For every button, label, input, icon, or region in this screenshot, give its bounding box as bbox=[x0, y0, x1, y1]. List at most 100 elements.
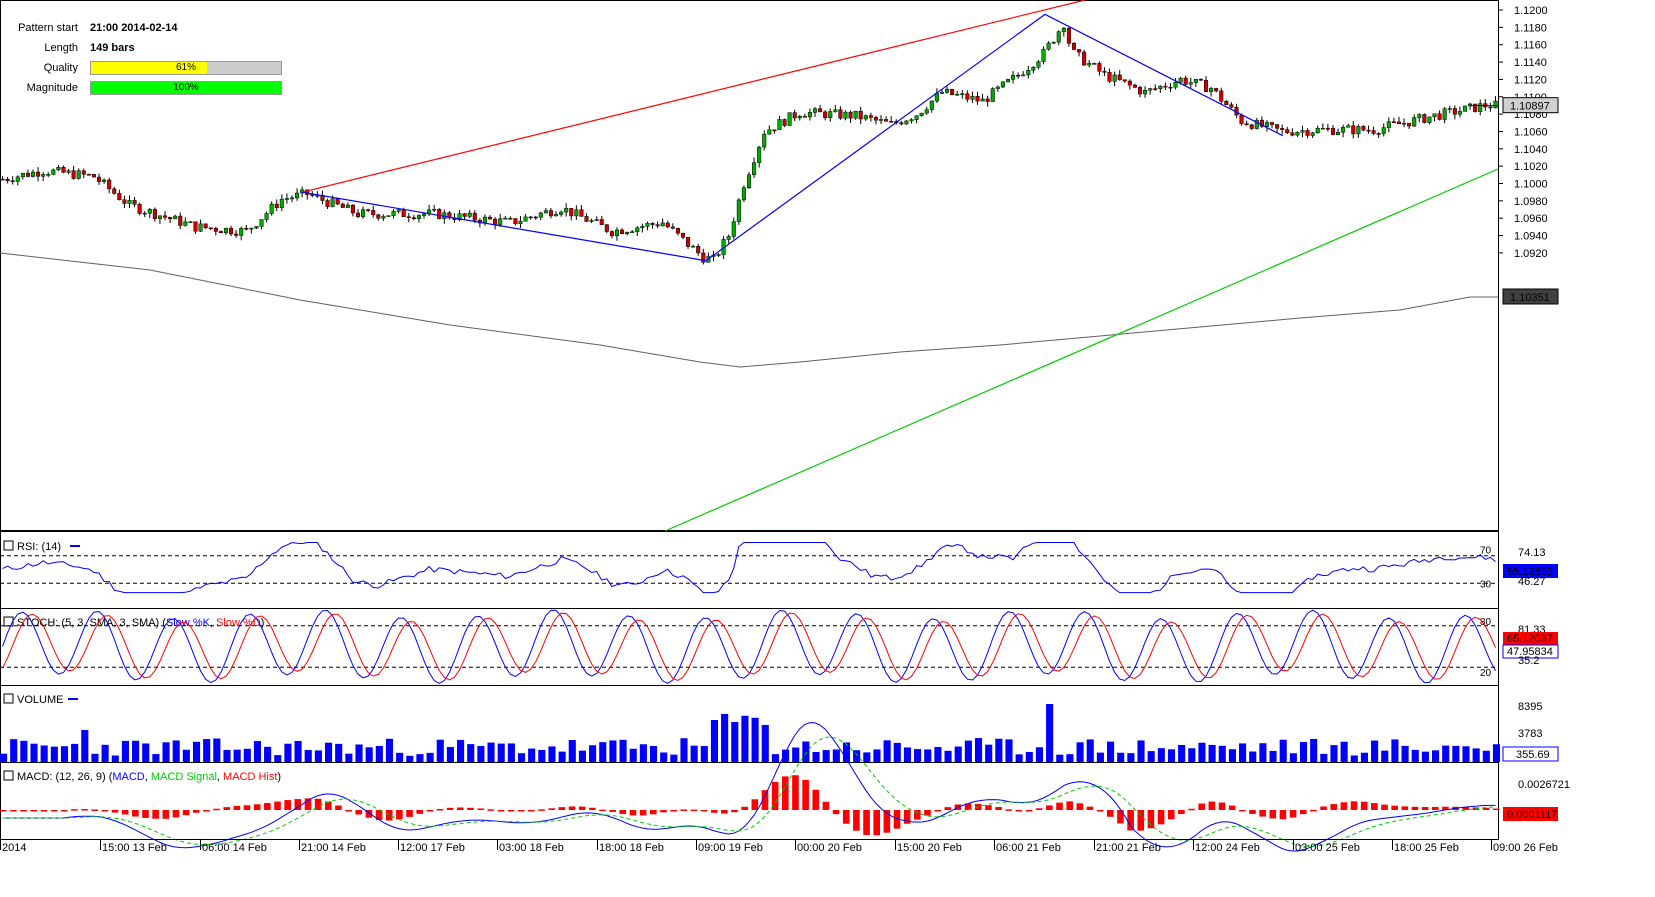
stoch-level-20-label: 20 bbox=[1480, 668, 1492, 679]
candle bbox=[792, 112, 797, 119]
rsi-value-high: 74.13 bbox=[1518, 547, 1546, 559]
magnitude-label: Magnitude bbox=[26, 82, 78, 94]
candle bbox=[868, 115, 873, 118]
macd-hist-bar bbox=[396, 810, 403, 820]
macd-hist-bar bbox=[1086, 806, 1094, 810]
candle bbox=[1305, 130, 1310, 136]
candle bbox=[223, 227, 228, 234]
volume-bar bbox=[670, 754, 678, 762]
candle bbox=[625, 232, 630, 235]
candle bbox=[1178, 77, 1183, 83]
candle bbox=[234, 233, 239, 236]
macd-hist-bar bbox=[1167, 810, 1175, 820]
macd-hist-bar bbox=[1188, 808, 1195, 811]
candle bbox=[508, 217, 513, 220]
candle bbox=[76, 170, 81, 179]
pattern-start-value: 21:00 2014-02-14 bbox=[90, 22, 178, 34]
price-panel: 1.12001.11801.11601.11401.11201.11001.10… bbox=[0, 0, 1559, 532]
price-tick-label: 1.1000 bbox=[1514, 179, 1548, 191]
pattern-start-label: Pattern start bbox=[18, 22, 78, 34]
macd-hist-bar bbox=[223, 807, 231, 810]
volume-bar bbox=[253, 741, 262, 762]
candle bbox=[249, 227, 254, 230]
macd-hist-bar bbox=[20, 810, 27, 812]
candle bbox=[950, 88, 955, 96]
candle bbox=[1402, 122, 1407, 125]
macd-hist-bar bbox=[1259, 810, 1266, 817]
volume-bar bbox=[294, 740, 302, 762]
candle bbox=[853, 110, 858, 119]
volume-bar bbox=[1025, 751, 1033, 762]
pattern-zigzag bbox=[301, 13, 1284, 262]
volume-bar bbox=[436, 739, 444, 762]
macd-hist-bar bbox=[822, 801, 830, 810]
volume-bar bbox=[599, 742, 607, 762]
candle bbox=[472, 212, 477, 221]
macd-hist-bar bbox=[192, 810, 200, 813]
volume-bar bbox=[1360, 752, 1369, 762]
macd-hist-bar bbox=[1025, 810, 1033, 812]
candle bbox=[366, 209, 371, 211]
candle bbox=[0, 178, 5, 181]
candle bbox=[1381, 127, 1386, 134]
stoch-d-line bbox=[2, 612, 1496, 681]
candle bbox=[518, 220, 523, 224]
candle bbox=[807, 112, 812, 118]
candle bbox=[818, 108, 823, 113]
candle bbox=[20, 172, 25, 178]
macd-hist-bar bbox=[721, 810, 728, 814]
macd-hist-bar bbox=[243, 805, 251, 810]
candle bbox=[178, 215, 183, 226]
candle bbox=[1473, 103, 1478, 112]
candle bbox=[1183, 77, 1188, 85]
volume-bar bbox=[162, 742, 170, 762]
macd-hist-bar bbox=[660, 810, 667, 813]
candle bbox=[772, 129, 777, 132]
rsi-level-70-label: 70 bbox=[1480, 546, 1492, 557]
candle bbox=[1198, 78, 1203, 81]
volume-bar bbox=[649, 746, 658, 762]
macd-hist-bar bbox=[1228, 805, 1236, 810]
candle bbox=[1000, 81, 1005, 88]
macd-hist-bar bbox=[1106, 810, 1114, 817]
rsi-value-tag bbox=[1503, 564, 1558, 578]
macd-hist-bar bbox=[50, 810, 58, 812]
candle bbox=[163, 215, 168, 218]
candle bbox=[71, 170, 76, 179]
macd-hist-bar bbox=[101, 810, 109, 812]
candle bbox=[503, 217, 508, 220]
candle bbox=[112, 188, 117, 194]
candle bbox=[701, 252, 706, 263]
macd-hist-bar bbox=[1117, 810, 1124, 824]
volume-bar bbox=[1208, 744, 1216, 762]
candle bbox=[665, 222, 670, 228]
volume-bar bbox=[1462, 746, 1470, 762]
candle bbox=[782, 119, 787, 126]
macd-hist-bar bbox=[1249, 810, 1256, 814]
magnitude-bar: 100% bbox=[90, 81, 282, 95]
macd-hist-bar bbox=[203, 810, 210, 812]
candle bbox=[259, 219, 264, 227]
volume-bar bbox=[1035, 747, 1044, 762]
candle bbox=[244, 228, 249, 230]
volume-bar bbox=[324, 742, 333, 762]
volume-bar bbox=[264, 746, 272, 762]
macd-hist-bar bbox=[1096, 810, 1104, 812]
volume-bar bbox=[914, 749, 922, 762]
candle bbox=[589, 220, 594, 222]
macd-hist-bar bbox=[304, 798, 312, 810]
candle bbox=[777, 119, 782, 131]
volume-bar bbox=[233, 749, 241, 762]
macd-value-current: 0.0001117 bbox=[1507, 809, 1557, 821]
candle bbox=[1102, 71, 1107, 73]
candle bbox=[812, 108, 818, 113]
macd-hist-bar bbox=[914, 810, 921, 820]
volume-bar bbox=[1117, 752, 1125, 762]
macd-hist-bar bbox=[700, 810, 708, 812]
candle bbox=[122, 199, 127, 204]
candle bbox=[127, 200, 132, 204]
candle bbox=[1026, 69, 1031, 76]
candle bbox=[1488, 106, 1493, 109]
candle bbox=[858, 110, 863, 120]
candle bbox=[863, 115, 868, 120]
